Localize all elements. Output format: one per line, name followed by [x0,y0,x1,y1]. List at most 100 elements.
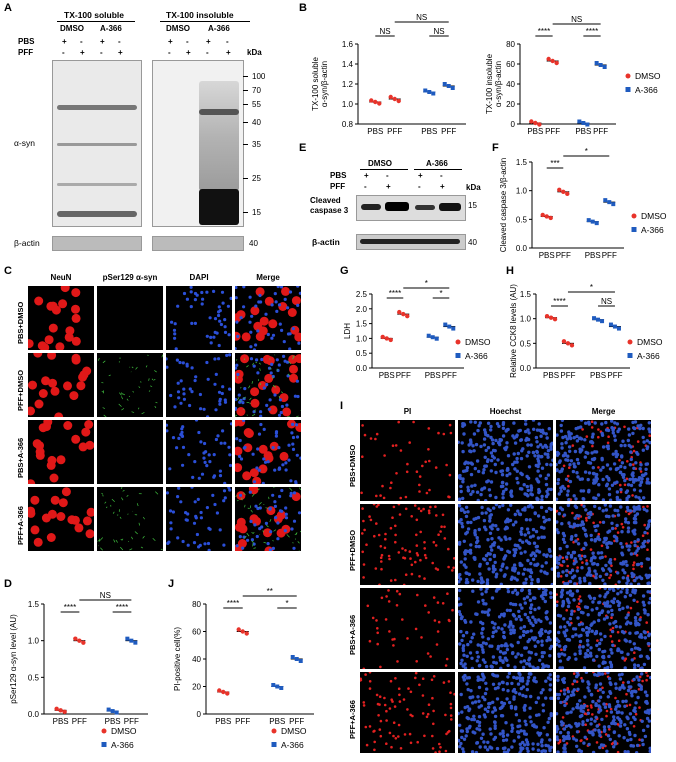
y-axis-label: Cleaved caspase 3/β-actin [499,158,508,252]
data-point [611,202,616,207]
data-point [561,339,567,344]
pbs-sign: - [386,171,389,180]
x-tick-label: PFF [556,251,571,260]
data-point [298,659,303,663]
data-point [244,631,249,636]
data-point [598,63,603,67]
pff-sign: - [418,182,421,191]
image-row-label: PFF+DMSO [348,529,357,571]
data-point [592,316,597,321]
e-a366-label: A-366 [426,159,448,168]
significance-label: * [285,599,288,608]
marker-tick [243,122,248,123]
micrograph [360,504,455,585]
data-point [594,61,599,65]
blot-band [361,204,381,210]
x-tick-label: PBS [590,371,606,380]
micrograph [235,420,301,484]
y-tick-label: 1.5 [28,600,40,609]
a-pff-label: PFF [18,48,34,57]
y-axis-label: LDH [343,323,352,339]
panel-letter-b: B [299,2,307,14]
pff-sign: + [386,182,391,191]
significance-label: NS [571,15,582,24]
data-point [581,121,586,125]
blot-band [57,143,137,146]
caspase-blot [356,195,466,221]
data-point [569,343,575,348]
legend-label: DMSO [641,211,667,221]
data-point [110,709,115,714]
data-point [73,636,78,641]
data-point [529,119,534,124]
y-tick-label: 0.5 [516,215,528,224]
insoluble-underline [160,21,250,22]
e-caspase-label: caspase 3 [310,206,349,215]
blot-band [57,183,137,186]
data-point [392,96,397,102]
x-tick-label: PFF [602,251,617,260]
data-point [114,710,119,715]
image-column-header: Hoechst [489,407,522,416]
data-point [129,638,134,643]
pbs-sign: + [62,37,67,46]
soluble-title: TX-100 soluble [64,10,124,20]
micrograph [28,353,94,417]
data-point [271,683,276,687]
legend-label: A-366 [637,351,660,361]
legend-marker [101,728,107,734]
image-row-label: PFF+DMSO [16,369,25,411]
micrograph [235,286,301,350]
y-tick-label: 1.5 [356,320,368,329]
micrograph [28,286,94,350]
data-point [427,90,432,94]
significance-label: **** [64,603,76,612]
marker-tick [243,104,248,105]
pff-sign: + [226,48,231,57]
data-point [423,88,428,93]
x-tick-label: PFF [289,717,304,726]
y-tick-label: 1.0 [28,637,40,646]
blot-band [199,109,239,115]
data-point [552,316,558,322]
data-point [540,212,545,218]
x-tick-label: PFF [387,127,402,136]
blot-band [199,189,239,225]
pff-sign: + [80,48,85,57]
significance-label: NS [433,27,444,36]
data-point [548,215,553,221]
y-tick-label: 20 [506,100,515,109]
legend-label: DMSO [635,71,661,81]
image-column-header: NeuN [50,273,72,282]
marker-tick [243,144,248,145]
data-point [388,337,393,343]
a-dmso-label-2: DMSO [166,24,190,33]
pbs-sign: - [226,37,229,46]
data-point [388,94,393,100]
pbs-sign: + [206,37,211,46]
chart-b-soluble: 0.8 1.0 1.2 1.4 1.6 TX-100 solubleα-syn/β-act… [311,13,466,136]
blot-band [415,205,435,210]
e-dmso-label: DMSO [368,159,392,168]
image-column-header: Merge [591,407,616,416]
pff-sign: - [168,48,171,57]
y-tick-label: 1.0 [356,334,368,343]
micrograph [166,286,232,350]
micrograph [458,672,553,753]
blot-band [385,202,409,211]
bactin-label-a: β-actin [14,238,40,248]
data-point [369,98,374,103]
legend-label: DMSO [111,726,137,736]
image-column-header: pSer129 α-syn [102,273,158,282]
a-a366-label-1: A-366 [100,24,122,33]
micrograph [556,504,651,585]
data-point [54,706,59,712]
data-point [81,640,86,645]
data-point [133,640,138,645]
data-point [537,122,542,127]
legend-marker [625,87,631,92]
data-point [603,198,608,203]
micrograph [28,487,94,551]
data-point [401,311,406,317]
micrograph [360,588,455,669]
